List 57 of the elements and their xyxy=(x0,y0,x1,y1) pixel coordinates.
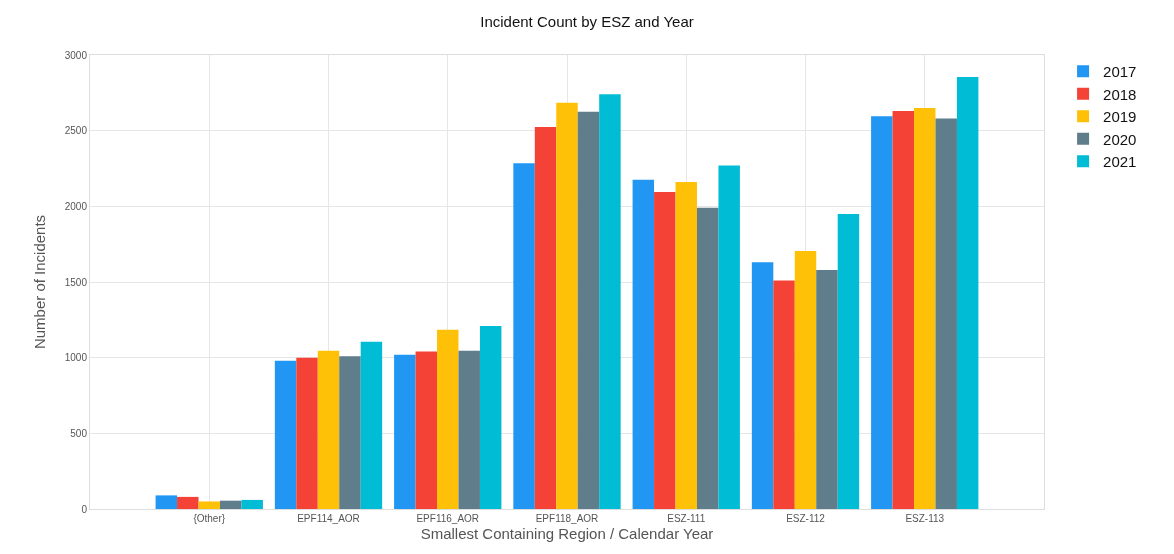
bar xyxy=(696,207,719,509)
bar xyxy=(458,350,480,509)
bar xyxy=(914,107,936,509)
legend-label: 2019 xyxy=(1103,108,1137,126)
x-tick-label: EPF118_AOR xyxy=(535,513,599,524)
bar xyxy=(241,499,263,509)
bar xyxy=(479,325,502,509)
bar xyxy=(718,165,740,509)
bar xyxy=(534,126,557,509)
x-axis-title: Smallest Containing Region / Calendar Year xyxy=(420,525,714,542)
bar xyxy=(892,110,915,509)
bar xyxy=(751,262,774,509)
x-tick-label: EPF116_AOR xyxy=(416,513,480,524)
y-tick-label: 3000 xyxy=(64,49,88,61)
bar xyxy=(871,116,893,509)
bar xyxy=(177,496,199,509)
bar xyxy=(577,111,600,509)
legend-label: 2021 xyxy=(1103,153,1137,171)
bar xyxy=(935,118,957,509)
bar xyxy=(394,354,416,509)
legend-label: 2018 xyxy=(1103,85,1137,103)
y-tick-label: 2000 xyxy=(64,200,88,212)
bar xyxy=(198,501,220,509)
bar xyxy=(599,94,621,509)
bar xyxy=(339,356,361,509)
bar xyxy=(675,182,697,509)
bar xyxy=(556,102,578,509)
bar xyxy=(794,250,817,509)
y-tick-label: 2500 xyxy=(64,125,88,137)
bar xyxy=(437,329,459,509)
bar xyxy=(654,191,676,509)
bar xyxy=(317,350,340,509)
bar xyxy=(632,179,655,509)
y-tick-label: 1500 xyxy=(64,276,88,288)
bar xyxy=(956,76,979,509)
x-tick-label: {Other} xyxy=(193,513,226,524)
bar xyxy=(274,360,297,509)
bar xyxy=(816,269,838,509)
legend-label: 2017 xyxy=(1103,63,1137,81)
bar xyxy=(360,341,383,509)
chart-title: Incident Count by ESZ and Year xyxy=(480,13,694,31)
x-tick-label: ESZ-113 xyxy=(905,513,945,524)
y-tick-label: 500 xyxy=(70,427,88,439)
x-tick-label: EPF114_AOR xyxy=(297,513,360,524)
bar xyxy=(296,357,318,509)
y-axis-title: Number of Incidents xyxy=(31,214,48,350)
bar xyxy=(773,280,795,509)
y-tick-label: 0 xyxy=(81,503,88,515)
y-tick-label: 1000 xyxy=(64,352,88,364)
legend-label: 2020 xyxy=(1103,130,1137,148)
bar xyxy=(415,351,438,509)
bar xyxy=(219,500,242,509)
x-tick-label: ESZ-112 xyxy=(786,513,826,524)
bar xyxy=(155,495,178,509)
x-tick-label: ESZ-111 xyxy=(667,513,706,524)
bar xyxy=(513,163,535,509)
bar xyxy=(837,213,860,509)
